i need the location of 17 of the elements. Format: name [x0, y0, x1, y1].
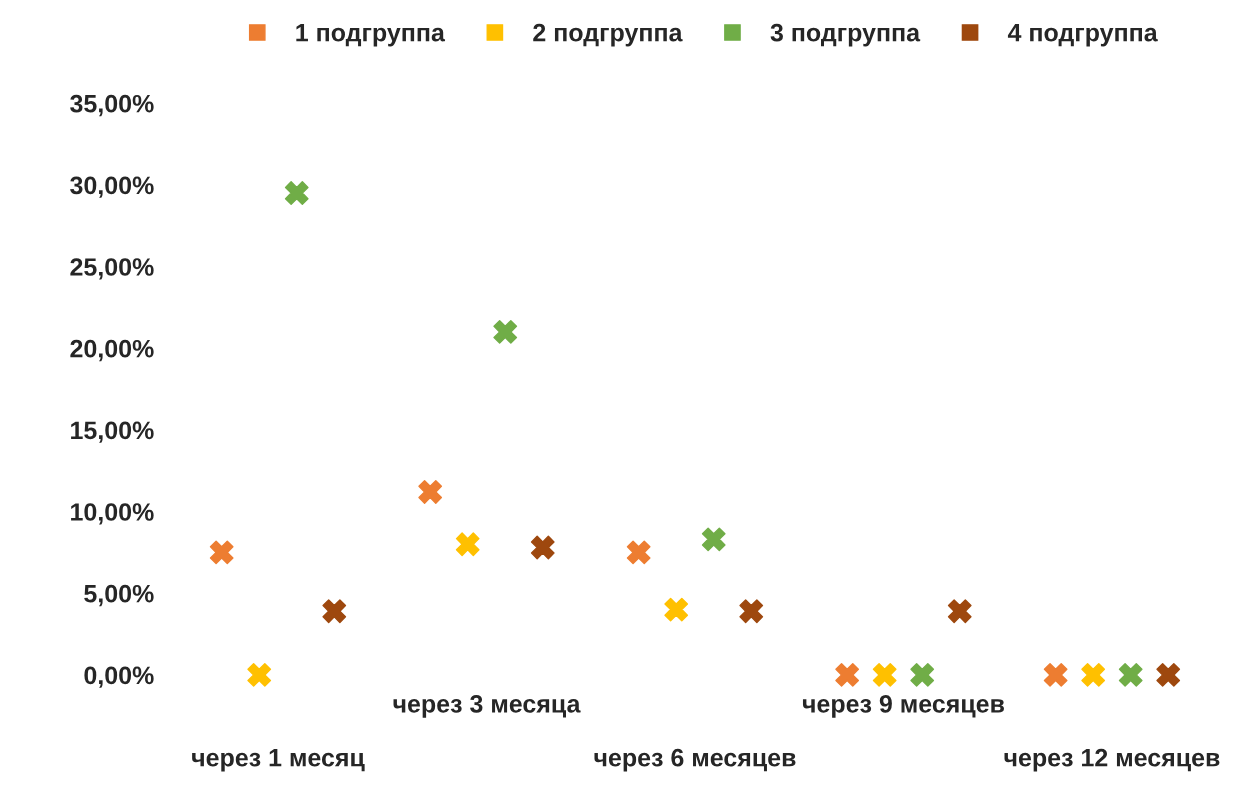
y-tick-label: 35,00%	[70, 94, 154, 117]
y-tick-label: 20,00%	[70, 339, 154, 362]
y-tick-label: 10,00%	[71, 503, 154, 525]
x-tick-label: через 3 месяца	[393, 695, 581, 718]
y-tick-label: 25,00%	[70, 258, 154, 280]
x-tick-label: через 1 месяц	[192, 749, 365, 772]
x-tick-label: через 12 месяцев	[1004, 748, 1220, 772]
x-tick-label: через 9 месяцев	[802, 695, 1004, 718]
legend-label: 1 подгруппа	[296, 24, 446, 47]
y-tick-label: 30,00%	[70, 176, 154, 198]
x-tick-label: через 6 месяцев	[594, 748, 796, 772]
y-tick-label: 0,00%	[84, 666, 154, 688]
y-tick-label: 15,00%	[71, 421, 154, 443]
y-tick-label: 5,00%	[84, 584, 154, 607]
legend-label: 2 подгруппа	[533, 23, 683, 47]
legend-label: 3 подгруппа	[770, 23, 921, 47]
legend-label: 4 подгруппа	[1007, 24, 1158, 47]
